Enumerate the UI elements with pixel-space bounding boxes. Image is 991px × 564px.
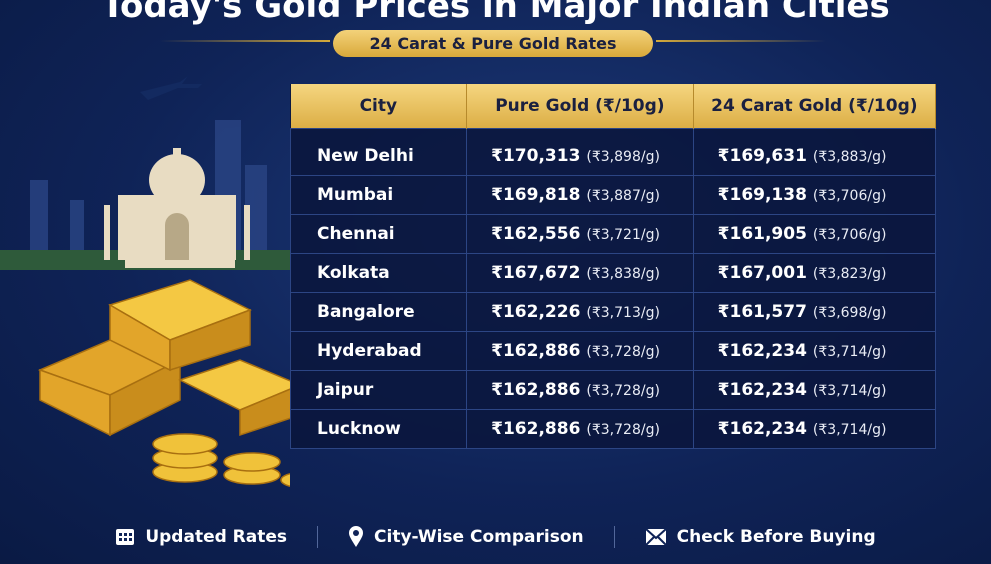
price-cell: ₹162,886 (₹3,728/g) [466,409,694,449]
table-row: Jaipur ₹162,886 (₹3,728/g) ₹162,234 (₹3,714/… [289,370,937,410]
table-row: New Delhi ₹170,313 (₹3,898/g) ₹169,631 (₹3,8… [289,128,937,176]
price: ₹162,234 [717,419,807,439]
city-cell: Kolkata [289,253,468,293]
per-gram: (₹3,706/g) [812,227,887,243]
icon [349,526,364,547]
price: ₹167,672 [491,263,581,283]
city-cell: Lucknow [289,409,468,449]
price-cell: ₹167,672 (₹3,838/g) [466,253,694,293]
title: Today's Gold Prices in Major Indian Citi… [101,0,890,26]
price-cell: ₹162,234 (₹3,714/g) [692,331,937,371]
per-gram: (₹3,887/g) [586,188,660,204]
table-row: Lucknow ₹162,886 (₹3,728/g) ₹162,234 (₹3,714… [289,409,937,449]
per-gram: (₹3,721/g) [586,227,660,243]
per-gram: (₹3,838/g) [586,266,660,282]
footer-text: Updated Rates [145,527,288,547]
footer-item: Check Before Buying [644,527,876,547]
column-header: City [290,84,468,129]
price-cell: ₹169,631 (₹3,883/g) [692,128,937,176]
table-row: Chennai ₹162,556 (₹3,721/g) ₹161,905 (₹3,706… [289,214,937,254]
price: ₹162,234 [717,380,807,400]
price-cell: ₹162,886 (₹3,728/g) [466,331,694,371]
price: ₹169,138 [717,185,807,205]
price-cell: ₹162,886 (₹3,728/g) [466,370,694,410]
per-gram: (₹3,714/g) [812,344,887,360]
city-cell: Chennai [289,214,468,254]
price: ₹162,234 [717,341,807,361]
city-cell: Bangalore [289,292,468,332]
price: ₹162,886 [491,380,581,400]
price: ₹161,905 [717,224,807,244]
icon [644,528,667,546]
per-gram: (₹3,698/g) [812,305,887,321]
table-row: Hyderabad ₹162,886 (₹3,728/g) ₹162,234 (₹3,7… [289,331,937,371]
price: ₹169,631 [717,146,807,166]
city-cell: Jaipur [289,370,468,410]
column-header: Pure Gold (₹/10g) [466,84,694,129]
price-cell: ₹169,138 (₹3,706/g) [692,175,937,215]
per-gram: (₹3,823/g) [812,266,887,282]
price: ₹169,818 [491,185,581,205]
per-gram: (₹3,883/g) [812,149,887,165]
per-gram: (₹3,728/g) [586,344,660,360]
per-gram: (₹3,898/g) [586,149,660,165]
city-cell: Mumbai [289,175,468,215]
table-row: Bangalore ₹162,226 (₹3,713/g) ₹161,577 (₹3,6… [289,292,937,332]
footer-text: Check Before Buying [676,527,876,547]
price-cell: ₹170,313 (₹3,898/g) [466,128,694,176]
separator [317,526,319,548]
price-cell: ₹162,556 (₹3,721/g) [466,214,694,254]
price: ₹167,001 [717,263,807,283]
price: ₹162,886 [491,419,581,439]
footer-item: Updated Rates [115,527,287,547]
column-header: 24 Carat Gold (₹/10g) [693,84,937,129]
price-cell: ₹162,234 (₹3,714/g) [692,370,937,410]
price-cell: ₹169,818 (₹3,887/g) [466,175,694,215]
price: ₹170,313 [491,146,581,166]
table-row: Mumbai ₹169,818 (₹3,887/g) ₹169,138 (₹3,706/… [289,175,937,215]
per-gram: (₹3,714/g) [812,422,887,438]
price-cell: ₹162,226 (₹3,713/g) [466,292,694,332]
price: ₹162,886 [491,341,581,361]
city-cell: New Delhi [289,128,468,176]
subtitle: 24 Carat & Pure Gold Rates [333,30,653,57]
price-cell: ₹162,234 (₹3,714/g) [692,409,937,449]
footer: Updated Rates City-Wise Comparison Check B… [0,522,991,552]
icon [116,529,135,545]
price: ₹161,577 [717,302,807,322]
per-gram: (₹3,713/g) [586,305,660,321]
separator [613,526,615,548]
table-row: Kolkata ₹167,672 (₹3,838/g) ₹167,001 (₹3,823… [289,253,937,293]
price-table: City Pure Gold (₹/10g) 24 Carat Gold (₹/10… [289,84,937,449]
divider [656,40,826,42]
footer-item: City-Wise Comparison [348,526,584,548]
per-gram: (₹3,728/g) [586,383,660,399]
price-cell: ₹167,001 (₹3,823/g) [692,253,937,293]
footer-text: City-Wise Comparison [374,527,584,547]
per-gram: (₹3,714/g) [812,383,887,399]
price: ₹162,556 [491,224,581,244]
price-cell: ₹161,577 (₹3,698/g) [692,292,937,332]
price: ₹162,226 [491,302,581,322]
per-gram: (₹3,728/g) [586,422,660,438]
per-gram: (₹3,706/g) [812,188,887,204]
city-cell: Hyderabad [289,331,468,371]
divider [160,40,330,42]
illustration [0,76,290,488]
price-cell: ₹161,905 (₹3,706/g) [692,214,937,254]
